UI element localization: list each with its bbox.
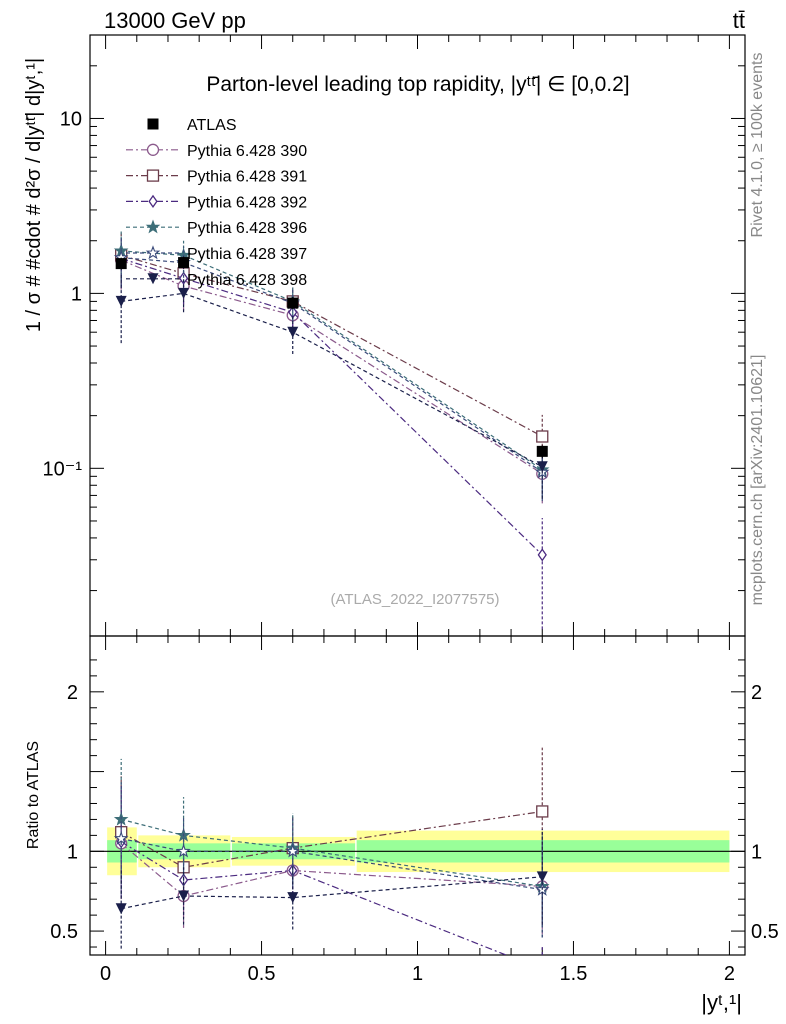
ratio-series-line (121, 818, 543, 887)
data-point (287, 892, 299, 904)
ratio-series-line (120, 841, 508, 955)
data-point (536, 430, 549, 443)
y-tick-label: 2 (67, 682, 78, 704)
series-line (121, 258, 543, 556)
data-point (147, 118, 159, 130)
data-point (146, 143, 160, 156)
data-point (178, 287, 190, 299)
legend-label: ATLAS (187, 117, 237, 134)
data-point (145, 219, 161, 234)
rivet-label: Rivet 4.1.0, ≥ 100k events (749, 53, 766, 238)
ratio-series-line (120, 810, 543, 868)
ratio-panel: Ratio to ATLAS |yᵗ,¹| 0.5 0.5 1 1 2 2 0 0.5 1 1.5… (25, 635, 779, 1015)
legend: ATLAS Pythia 6.428 390 Pythia 6.428 391 Pyt… (126, 117, 307, 289)
y-tick-label: 10 (60, 108, 82, 130)
ratio-series-pythia-6-428-392 (116, 785, 543, 955)
main-ylabel: 1 / σ # #cdot # d²σ / d|yᵗᵗ̄| d|yᵗ,¹| (23, 58, 45, 332)
ratio-series-line (121, 838, 543, 891)
main-title: Parton-level leading top rapidity, |yᵗᵗ̄… (206, 73, 629, 96)
data-point (115, 258, 127, 270)
series-line (121, 292, 543, 468)
data-point (536, 871, 548, 883)
source-label: mcplots.cern.ch [arXiv:2401.10621] (749, 355, 766, 606)
data-point (146, 169, 160, 182)
ratio-series-line (120, 842, 543, 897)
main-series (113, 230, 550, 630)
ratio-ticks: 0.5 0.5 1 1 2 2 0 0.5 1 1.5 2 (50, 636, 779, 985)
data-point (536, 805, 549, 818)
data-point (287, 326, 299, 338)
series-line (121, 254, 543, 438)
y-tick-label-right: 0.5 (751, 921, 779, 943)
y-tick-label-right: 2 (751, 682, 762, 704)
ratio-ylabel: Ratio to ATLAS (25, 741, 42, 849)
ratio-xlabel: |yᵗ,¹| (701, 990, 742, 1015)
data-point (537, 548, 547, 562)
energy-label: 13000 GeV pp (104, 8, 246, 33)
legend-label: Pythia 6.428 392 (187, 194, 307, 211)
data-point (536, 445, 548, 457)
y-tick-label-right: 1 (751, 841, 762, 863)
data-point (178, 257, 190, 269)
data-point (176, 843, 191, 858)
legend-label: Pythia 6.428 397 (187, 246, 307, 263)
data-point (147, 273, 159, 285)
y-tick-label: 1 (67, 841, 78, 863)
y-tick-label: 1 (71, 283, 82, 305)
watermark: (ATLAS_2022_I2077575) (330, 591, 499, 608)
data-point (178, 890, 190, 902)
process-label: tt̄ (733, 8, 745, 33)
ratio-frame (89, 635, 746, 956)
x-tick-label: 1 (412, 963, 423, 985)
data-point (115, 295, 127, 307)
data-point (285, 843, 301, 858)
legend-label: Pythia 6.428 391 (187, 169, 307, 186)
y-tick-label: 0.5 (50, 921, 78, 943)
x-tick-label: 1.5 (560, 963, 588, 985)
x-tick-label: 2 (724, 963, 735, 985)
x-tick-label: 0.5 (248, 963, 276, 985)
series-pythia-6-428-398 (115, 274, 548, 499)
data-point (145, 245, 161, 260)
y-tick-label: 10⁻¹ (43, 458, 83, 480)
legend-label: Pythia 6.428 390 (187, 143, 307, 160)
ratio-series-pythia-6-428-398 (115, 828, 548, 949)
x-tick-label: 0 (100, 963, 111, 985)
ratio-bands (90, 827, 745, 876)
data-point (287, 297, 299, 309)
ratio-series-line (121, 876, 543, 910)
legend-label: Pythia 6.428 398 (187, 272, 307, 289)
data-point (113, 830, 129, 845)
main-ticks: 10 1 10⁻¹ (43, 34, 745, 636)
series-line (121, 257, 543, 473)
data-point (536, 461, 548, 473)
series-atlas (115, 256, 548, 458)
data-point (178, 271, 189, 285)
series-line (120, 259, 543, 475)
ratio-series (113, 747, 550, 955)
main-panel: Parton-level leading top rapidity, |yᵗᵗ̄… (23, 34, 746, 637)
data-point (115, 903, 127, 915)
data-point (148, 194, 158, 209)
legend-label: Pythia 6.428 396 (187, 220, 307, 237)
